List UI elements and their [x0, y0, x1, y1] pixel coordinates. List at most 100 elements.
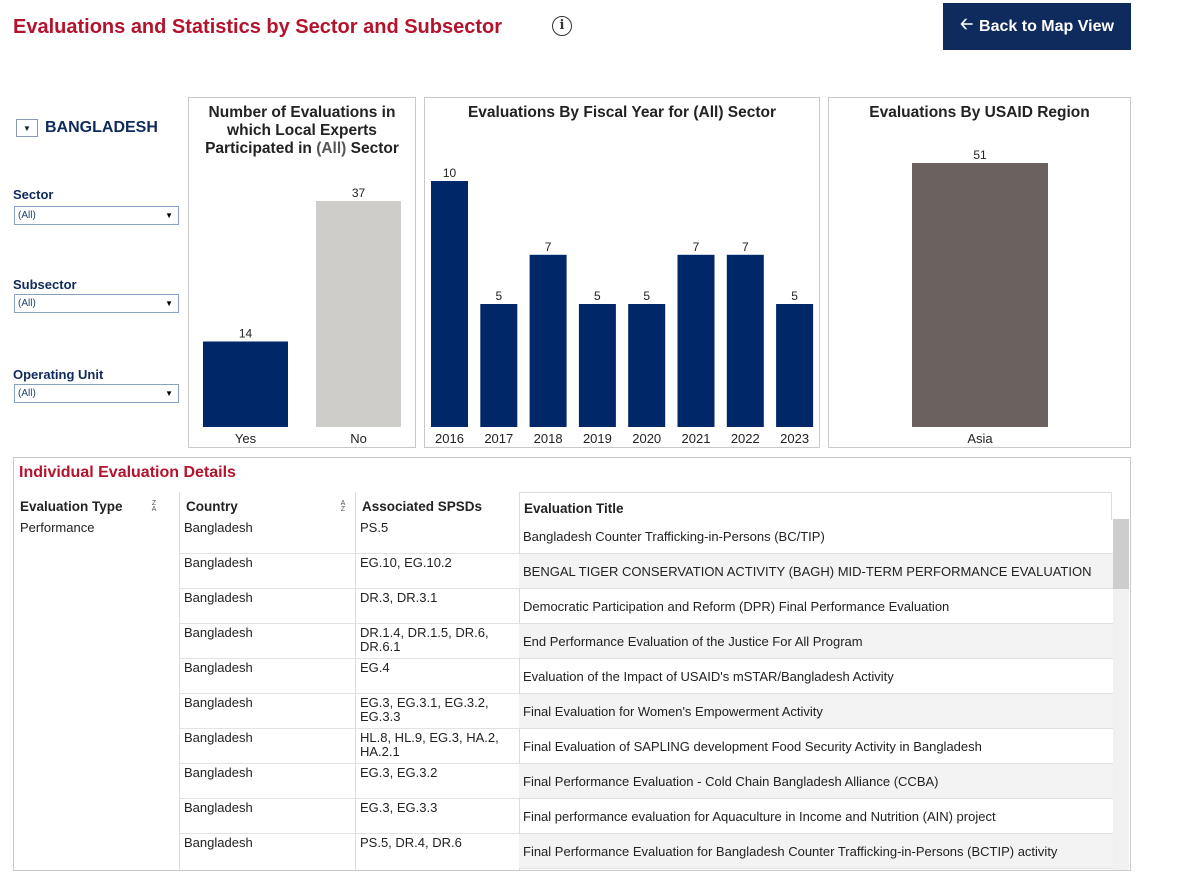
region-chart-title: Evaluations By USAID Region [869, 104, 1090, 121]
evaluation-title-cell[interactable]: End Performance Evaluation of the Justic… [519, 624, 1113, 659]
sector-value: (All) [18, 210, 36, 221]
subsector-value: (All) [18, 298, 36, 309]
bar-asia[interactable] [912, 163, 1048, 427]
chart-title-text: Number of Evaluations in which Local Exp… [205, 104, 399, 157]
info-icon[interactable]: i [552, 16, 572, 36]
local-experts-bar-chart: 14 Yes 37 No [203, 186, 401, 446]
region-chart-panel: Evaluations By USAID Region 51 Asia [828, 97, 1131, 448]
scrollbar-thumb[interactable] [1113, 519, 1129, 589]
data-label: 5 [643, 289, 650, 303]
back-to-map-button[interactable]: 🡠 Back to Map View [943, 3, 1131, 50]
column-header-label: Evaluation Title [524, 501, 624, 516]
data-label: 14 [239, 326, 253, 340]
evaluation-type-cell: Performance [20, 520, 95, 535]
tick-label: No [350, 431, 367, 446]
subsector-select[interactable]: (All) ▼ [14, 294, 179, 313]
chevron-down-icon: ▼ [165, 211, 173, 220]
bar-yes[interactable] [203, 341, 288, 427]
page-title: Evaluations and Statistics by Sector and… [13, 16, 503, 38]
evaluation-title-cell[interactable]: Final Evaluation of SAPLING development … [519, 729, 1113, 764]
row-divider [180, 693, 519, 694]
sector-select[interactable]: (All) ▼ [14, 206, 179, 225]
bar-2020[interactable] [628, 304, 666, 427]
details-title: Individual Evaluation Details [19, 464, 236, 481]
column-header-label: Associated SPSDs [362, 499, 483, 514]
spsds-cell: PS.5 [360, 520, 389, 535]
bar-2018[interactable] [529, 254, 567, 427]
data-label: 51 [973, 148, 987, 162]
fiscal-year-bar-chart: 10 2016 5 2017 7 2018 5 2019 5 2020 7 2021 7 2022 5 202… [431, 166, 814, 446]
operating-unit-select[interactable]: (All) ▼ [14, 384, 179, 403]
data-label: 37 [352, 186, 366, 200]
column-header-evaluation-type[interactable]: Evaluation Type [14, 492, 179, 521]
row-divider [180, 658, 519, 659]
country-cell: Bangladesh [184, 800, 253, 815]
column-header-country[interactable]: Country [179, 492, 355, 521]
evaluation-title-cell[interactable]: BENGAL TIGER CONSERVATION ACTIVITY (BAGH… [519, 554, 1113, 589]
spsds-cell: DR.1.4, DR.1.5, DR.6, DR.6.1 [360, 625, 489, 654]
evaluation-title-cell[interactable]: Final Performance Evaluation for Banglad… [519, 834, 1113, 869]
evaluation-title-cell[interactable]: Final Evaluation for Women's Empowerment… [519, 694, 1113, 729]
column-header-spsds[interactable]: Associated SPSDs [355, 492, 519, 521]
country-cell: Bangladesh [184, 695, 253, 710]
evaluation-title-cell[interactable]: Bangladesh Counter Trafficking-in-Person… [519, 519, 1113, 554]
local-experts-chart-title: Number of Evaluations in which Local Exp… [189, 104, 415, 158]
bar-2022[interactable] [726, 254, 764, 427]
bar-2021[interactable] [677, 254, 715, 427]
operating-unit-value: (All) [18, 388, 36, 399]
all-sector-highlight: (All) [316, 140, 347, 157]
evaluation-title-cell[interactable]: Final Performance Evaluation - Cold Chai… [519, 764, 1113, 799]
fiscal-year-chart-title: Evaluations By Fiscal Year for (All) Sec… [467, 104, 777, 121]
row-divider [180, 623, 519, 624]
tick-label: Asia [967, 431, 993, 446]
country-label: BANGLADESH [45, 119, 158, 136]
country-cell: Bangladesh [184, 765, 253, 780]
country-cell: Bangladesh [184, 590, 253, 605]
chevron-down-icon[interactable]: ▼ [16, 119, 38, 137]
bar-2017[interactable] [480, 304, 518, 427]
data-label: 10 [443, 166, 457, 180]
back-button-label: Back to Map View [979, 17, 1114, 35]
chevron-down-icon: ▼ [165, 389, 173, 398]
arrow-left-icon: 🡠 [960, 16, 974, 33]
bar-2019[interactable] [578, 304, 616, 427]
operating-unit-label: Operating Unit [13, 367, 104, 382]
fiscal-year-chart-panel: Evaluations By Fiscal Year for (All) Sec… [424, 97, 820, 448]
country-cell: Bangladesh [184, 835, 253, 850]
bar-2023[interactable] [776, 304, 814, 427]
spsds-cell: EG.10, EG.10.2 [360, 555, 452, 570]
bar-no[interactable] [316, 201, 401, 427]
row-divider [180, 553, 519, 554]
tick-label: 2021 [682, 431, 711, 446]
evaluation-details-panel: Individual Evaluation Details Evaluation… [13, 457, 1131, 871]
country-cell: Bangladesh [184, 730, 253, 745]
column-divider [355, 492, 356, 870]
column-header-label: Evaluation Type [20, 499, 123, 514]
row-divider [180, 833, 519, 834]
table-scrollbar[interactable] [1113, 519, 1129, 870]
row-divider [180, 798, 519, 799]
column-header-evaluation-title[interactable]: Evaluation Title [519, 492, 1112, 520]
local-experts-chart-panel: Number of Evaluations in which Local Exp… [188, 97, 416, 448]
data-label: 7 [742, 240, 749, 254]
bar-2016[interactable] [431, 181, 468, 427]
tick-label: 2018 [534, 431, 563, 446]
tick-label: 2023 [780, 431, 809, 446]
column-divider [179, 492, 180, 870]
spsds-cell: EG.3, EG.3.3 [360, 800, 438, 815]
tick-label: 2017 [484, 431, 513, 446]
evaluation-title-cell[interactable]: Final performance evaluation for Aquacul… [519, 799, 1113, 834]
tick-label: 2020 [632, 431, 661, 446]
evaluation-title-cell[interactable]: Democratic Participation and Reform (DPR… [519, 589, 1113, 624]
chevron-down-icon: ▼ [165, 299, 173, 308]
row-divider [180, 763, 519, 764]
country-cell: Bangladesh [184, 625, 253, 640]
column-divider [519, 492, 520, 870]
country-filter[interactable]: ▼ BANGLADESH [16, 119, 158, 137]
evaluation-title-cell[interactable]: Evaluation of the Impact of USAID's mSTA… [519, 659, 1113, 694]
tick-label: 2016 [435, 431, 464, 446]
data-label: 7 [545, 240, 552, 254]
subsector-label: Subsector [13, 277, 77, 292]
